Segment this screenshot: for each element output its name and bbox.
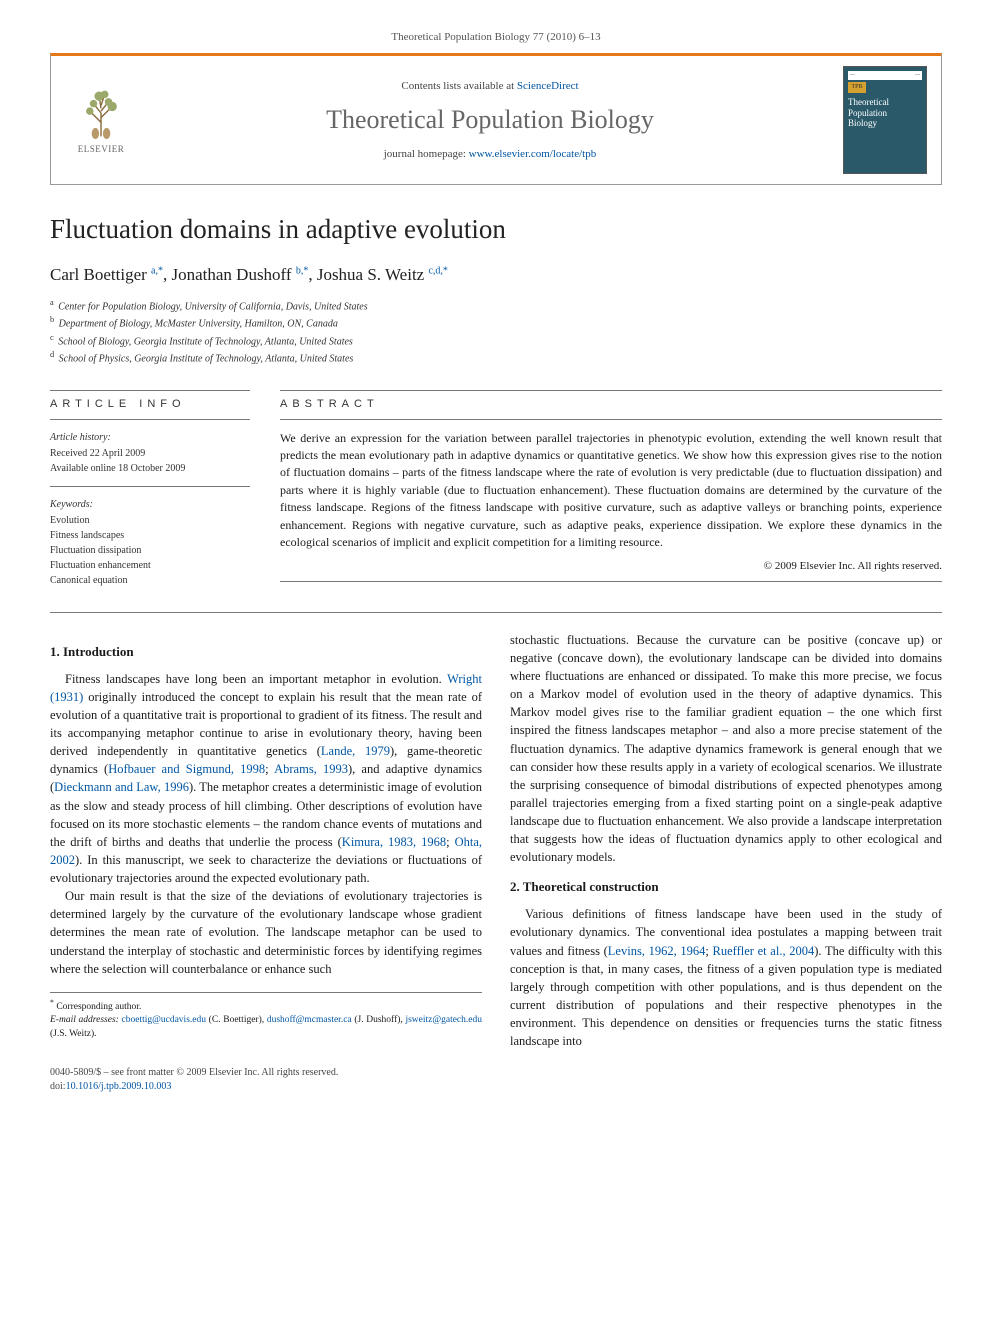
section-1-heading: 1. Introduction: [50, 643, 482, 662]
keyword: Canonical equation: [50, 573, 250, 588]
cover-badge: TPB: [848, 82, 866, 92]
cover-title-2: Population: [848, 108, 922, 119]
affiliation-line: d School of Physics, Georgia Institute o…: [50, 349, 942, 366]
email-link[interactable]: cboettig@ucdavis.edu: [122, 1015, 206, 1025]
divider: [280, 390, 942, 391]
sciencedirect-link[interactable]: ScienceDirect: [517, 80, 579, 92]
affiliation-line: b Department of Biology, McMaster Univer…: [50, 314, 942, 331]
citation[interactable]: Kimura, 1983, 1968: [342, 835, 446, 849]
elsevier-tree-icon: [73, 85, 129, 141]
divider: [280, 419, 942, 420]
journal-homepage-link[interactable]: www.elsevier.com/locate/tpb: [469, 148, 597, 160]
abstract-copyright: © 2009 Elsevier Inc. All rights reserved…: [280, 559, 942, 574]
affiliation-line: c School of Biology, Georgia Institute o…: [50, 332, 942, 349]
footnotes: * Corresponding author. E-mail addresses…: [50, 992, 482, 1041]
keywords-block: Keywords: EvolutionFitness landscapesFlu…: [50, 497, 250, 588]
section-2-heading: 2. Theoretical construction: [510, 878, 942, 897]
journal-cover-thumbnail: —— TPB Theoretical Population Biology: [843, 66, 927, 174]
divider: [280, 581, 942, 582]
s1-paragraph-2: Our main result is that the size of the …: [50, 887, 482, 978]
abstract-label: ABSTRACT: [280, 397, 942, 412]
journal-banner: ELSEVIER Contents lists available at Sci…: [50, 53, 942, 185]
issn-line: 0040-5809/$ – see front matter © 2009 El…: [50, 1066, 338, 1080]
cover-title-1: Theoretical: [848, 97, 922, 108]
article-body: 1. Introduction Fitness landscapes have …: [50, 631, 942, 1050]
keyword: Fitness landscapes: [50, 528, 250, 543]
citation[interactable]: Levins, 1962, 1964: [608, 944, 706, 958]
article-info-label: ARTICLE INFO: [50, 397, 250, 412]
citation[interactable]: Dieckmann and Law, 1996: [54, 780, 189, 794]
journal-homepage-line: journal homepage: www.elsevier.com/locat…: [151, 147, 829, 162]
s2-paragraph-1: Various definitions of fitness landscape…: [510, 905, 942, 1050]
doi-link[interactable]: 10.1016/j.tpb.2009.10.003: [66, 1081, 172, 1092]
email-link[interactable]: dushoff@mcmaster.ca: [267, 1015, 352, 1025]
divider: [50, 612, 942, 613]
s1-paragraph-2-cont: stochastic fluctuations. Because the cur…: [510, 631, 942, 867]
publisher-logo: ELSEVIER: [65, 80, 137, 160]
keyword: Fluctuation dissipation: [50, 543, 250, 558]
citation[interactable]: Lande, 1979: [321, 744, 390, 758]
affiliation-line: a Center for Population Biology, Univers…: [50, 297, 942, 314]
publisher-name: ELSEVIER: [78, 143, 125, 156]
citation[interactable]: Hofbauer and Sigmund, 1998: [108, 762, 265, 776]
citation[interactable]: Rueffler et al., 2004: [713, 944, 815, 958]
running-header: Theoretical Population Biology 77 (2010)…: [50, 30, 942, 45]
article-history: Article history: Received 22 April 2009 …: [50, 430, 250, 476]
affiliation-list: a Center for Population Biology, Univers…: [50, 297, 942, 366]
abstract-text: We derive an expression for the variatio…: [280, 430, 942, 552]
keyword: Fluctuation enhancement: [50, 558, 250, 573]
email-link[interactable]: jsweitz@gatech.edu: [405, 1015, 482, 1025]
divider: [50, 390, 250, 391]
journal-title: Theoretical Population Biology: [151, 102, 829, 138]
cover-title-3: Biology: [848, 118, 922, 129]
contents-available-text: Contents lists available at ScienceDirec…: [151, 79, 829, 94]
article-title: Fluctuation domains in adaptive evolutio…: [50, 211, 942, 249]
divider: [50, 419, 250, 420]
s1-paragraph-1: Fitness landscapes have long been an imp…: [50, 670, 482, 888]
citation[interactable]: Abrams, 1993: [274, 762, 348, 776]
author-list: Carl Boettiger a,*, Jonathan Dushoff b,*…: [50, 263, 942, 287]
keyword: Evolution: [50, 513, 250, 528]
footer-bar: 0040-5809/$ – see front matter © 2009 El…: [50, 1066, 942, 1094]
divider: [50, 486, 250, 487]
